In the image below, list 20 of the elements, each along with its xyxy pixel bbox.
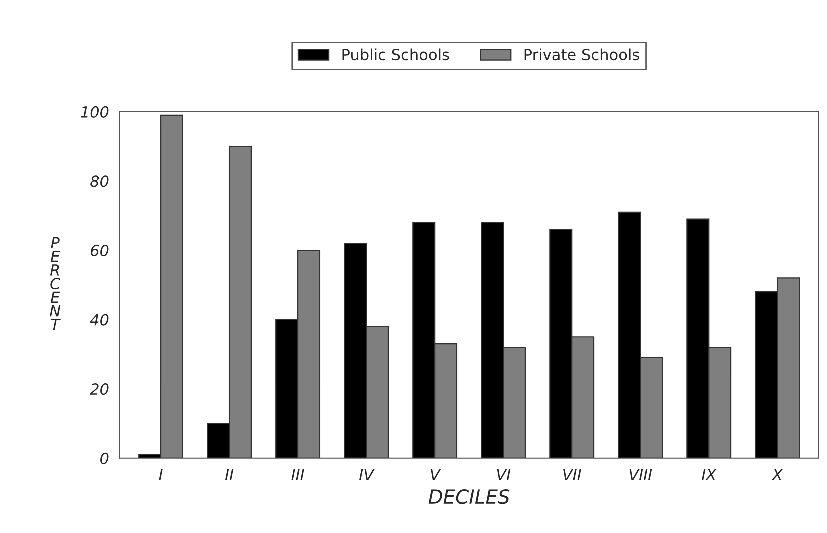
x-tick-label: VI	[497, 469, 511, 480]
y-axis-title: PERCENT	[50, 237, 61, 330]
x-tick-label: V	[431, 469, 442, 480]
x-tick-label: IX	[702, 469, 717, 480]
legend-label: Public Schools	[342, 48, 450, 61]
x-tick-label: IV	[359, 469, 375, 480]
y-tick-label: 20	[90, 384, 109, 396]
y-tick-label: 80	[90, 176, 109, 188]
x-tick-label: II	[225, 469, 234, 480]
x-tick-label: I	[159, 469, 163, 480]
x-tick-label: X	[772, 469, 784, 480]
x-axis-title: DECILES	[428, 489, 510, 504]
y-tick-label: 0	[100, 452, 109, 464]
y-tick-label: 40	[90, 314, 109, 326]
x-tick-label: VIII	[630, 469, 652, 480]
x-tick-label: VII	[564, 469, 582, 480]
y-tick-label: 100	[81, 106, 109, 118]
x-tick-label: III	[292, 469, 304, 480]
y-tick-label: 60	[91, 244, 109, 257]
legend-label: Private Schools	[524, 48, 640, 61]
